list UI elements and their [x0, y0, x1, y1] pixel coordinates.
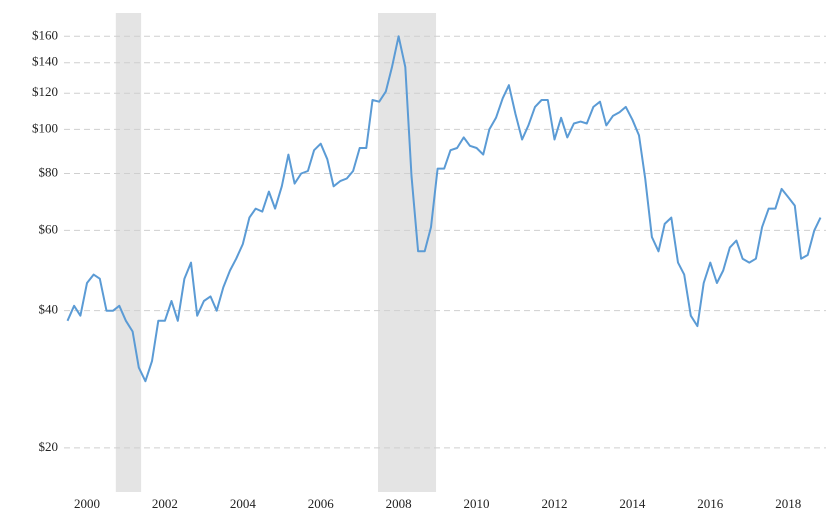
y-tick-label: $140	[32, 54, 58, 69]
y-tick-label: $120	[32, 84, 58, 99]
x-tick-label: 2002	[152, 496, 178, 511]
x-tick-label: 2018	[775, 496, 801, 511]
x-tick-label: 2008	[386, 496, 412, 511]
x-tick-label: 2012	[541, 496, 567, 511]
x-tick-label: 2016	[697, 496, 724, 511]
x-tick-label: 2000	[74, 496, 100, 511]
x-tick-label: 2010	[464, 496, 490, 511]
y-tick-label: $100	[32, 120, 58, 135]
y-tick-label: $80	[39, 164, 59, 179]
y-tick-label: $160	[32, 27, 58, 42]
y-tick-label: $60	[39, 221, 59, 236]
x-tick-label: 2004	[230, 496, 257, 511]
x-tick-label: 2006	[308, 496, 335, 511]
price-line	[66, 35, 822, 383]
x-tick-label: 2014	[619, 496, 646, 511]
y-tick-label: $20	[39, 439, 59, 454]
recession-band	[115, 13, 142, 492]
y-tick-label: $40	[39, 302, 59, 317]
